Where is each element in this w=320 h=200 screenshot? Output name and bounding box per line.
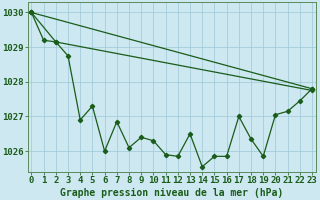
X-axis label: Graphe pression niveau de la mer (hPa): Graphe pression niveau de la mer (hPa): [60, 188, 283, 198]
